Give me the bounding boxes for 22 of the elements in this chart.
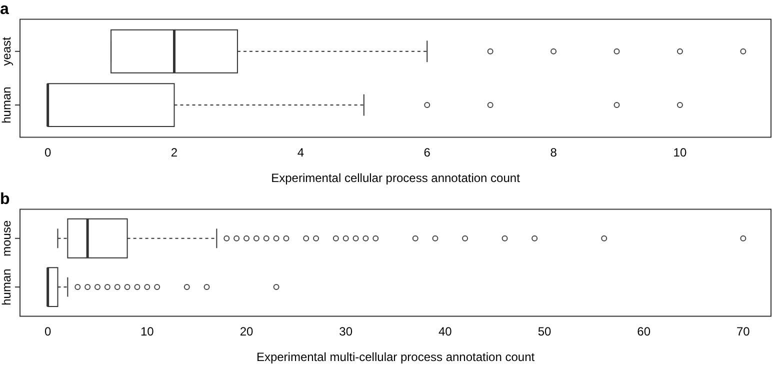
y-tick-label: mouse xyxy=(0,220,14,256)
x-tick-label: 70 xyxy=(736,324,750,339)
x-tick-label: 6 xyxy=(424,146,431,160)
x-tick-label: 30 xyxy=(339,324,353,339)
x-tick-label: 20 xyxy=(240,324,254,339)
x-tick-label: 40 xyxy=(438,324,452,339)
y-tick-label: yeast xyxy=(0,36,14,66)
x-tick-label: 0 xyxy=(44,146,52,160)
chart-title: a xyxy=(0,1,9,18)
chart-title: b xyxy=(0,191,10,208)
y-tick-label: human xyxy=(0,268,14,306)
x-tick-label: 60 xyxy=(637,324,651,339)
x-axis-title: Experimental cellular process annotation count xyxy=(271,171,521,186)
x-tick-label: 2 xyxy=(170,146,178,160)
x-tick-label: 10 xyxy=(140,324,154,339)
x-tick-label: 0 xyxy=(44,324,52,339)
x-axis-title: Experimental multi-cellular process annotation count xyxy=(256,350,536,364)
x-tick-label: 4 xyxy=(297,146,304,160)
x-tick-label: 8 xyxy=(550,146,558,160)
y-tick-label: human xyxy=(0,86,14,124)
x-tick-label: 50 xyxy=(538,324,552,339)
x-tick-label: 10 xyxy=(673,146,687,160)
